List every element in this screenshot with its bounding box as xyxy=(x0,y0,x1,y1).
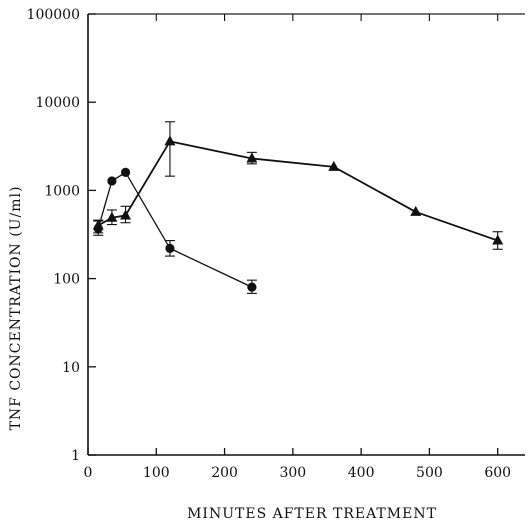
y-tick-label: 1 xyxy=(71,448,80,464)
y-tick-label: 1000 xyxy=(44,183,80,199)
data-point-triangle xyxy=(328,160,340,171)
y-tick-label: 100000 xyxy=(27,7,80,23)
x-tick-label: 0 xyxy=(84,465,93,481)
series-layer xyxy=(92,121,504,294)
data-point-triangle xyxy=(246,152,258,163)
x-axis-title: MINUTES AFTER TREATMENT xyxy=(187,506,437,522)
x-tick-label: 100 xyxy=(143,465,170,481)
x-tick-label: 600 xyxy=(484,465,511,481)
y-axis-title: TNF CONCENTRATION (U/ml) xyxy=(8,186,24,431)
series-circle xyxy=(93,167,257,294)
data-point-triangle xyxy=(92,219,104,230)
data-point-circle xyxy=(120,167,131,177)
x-tick-label: 400 xyxy=(348,465,375,481)
plot-frame xyxy=(87,13,525,456)
y-tick-label: 100 xyxy=(53,272,80,288)
x-tick-label: 500 xyxy=(416,465,443,481)
data-point-triangle xyxy=(492,234,504,245)
x-axis: 0 100 200 300 400 500 600 xyxy=(84,14,511,481)
series-line xyxy=(97,140,498,242)
data-point-circle xyxy=(165,243,175,253)
y-tick-label: 10000 xyxy=(35,95,80,111)
y-tick-label: 10 xyxy=(62,360,80,376)
series-triangle xyxy=(92,121,504,250)
series-line xyxy=(97,171,253,288)
data-point-triangle xyxy=(410,205,422,216)
data-point-triangle xyxy=(120,209,132,220)
x-tick-label: 300 xyxy=(279,465,306,481)
data-point-triangle xyxy=(164,135,176,146)
y-axis: 1 10 100 1000 10000 100000 xyxy=(27,7,96,464)
data-point-triangle xyxy=(106,211,118,222)
data-point-circle xyxy=(247,282,257,292)
x-tick-label: 200 xyxy=(211,465,238,481)
data-point-circle xyxy=(107,176,117,186)
